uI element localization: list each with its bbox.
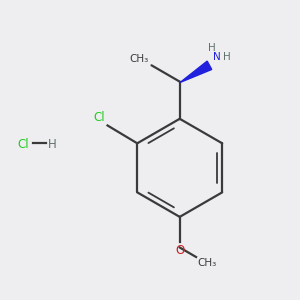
Text: CH₃: CH₃: [130, 54, 149, 64]
Text: H: H: [47, 138, 56, 151]
Polygon shape: [180, 61, 212, 82]
Text: H: H: [208, 43, 215, 53]
Text: H: H: [223, 52, 230, 62]
Text: Cl: Cl: [18, 138, 29, 151]
Text: CH₃: CH₃: [198, 258, 217, 268]
Text: O: O: [175, 244, 184, 256]
Text: Cl: Cl: [94, 111, 105, 124]
Text: N: N: [213, 52, 221, 62]
